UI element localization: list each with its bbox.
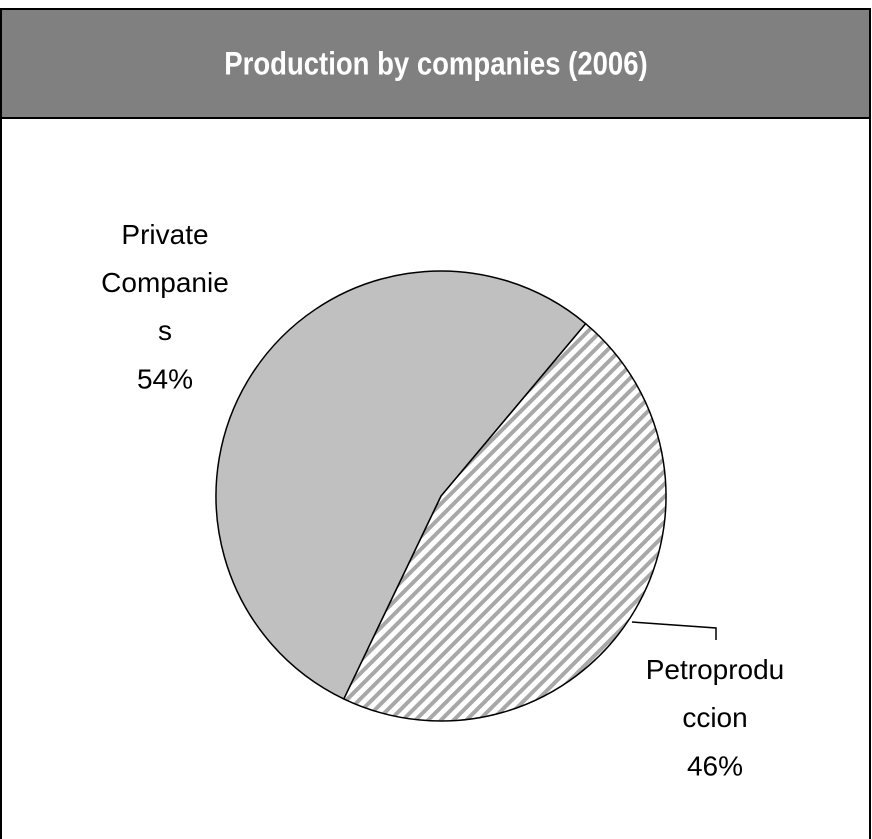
slice-label: Petroprodu ccion <box>646 654 785 733</box>
pie-slice <box>215 270 587 700</box>
slice-value-label: 46% <box>687 750 743 781</box>
chart-title: Production by companies (2006) <box>224 47 647 82</box>
slice-label: Private Companie s <box>101 219 229 346</box>
slice-value-label: 54% <box>137 363 193 394</box>
leader-line <box>631 621 717 640</box>
title-bar <box>2 10 869 118</box>
pie-slice <box>342 322 667 722</box>
